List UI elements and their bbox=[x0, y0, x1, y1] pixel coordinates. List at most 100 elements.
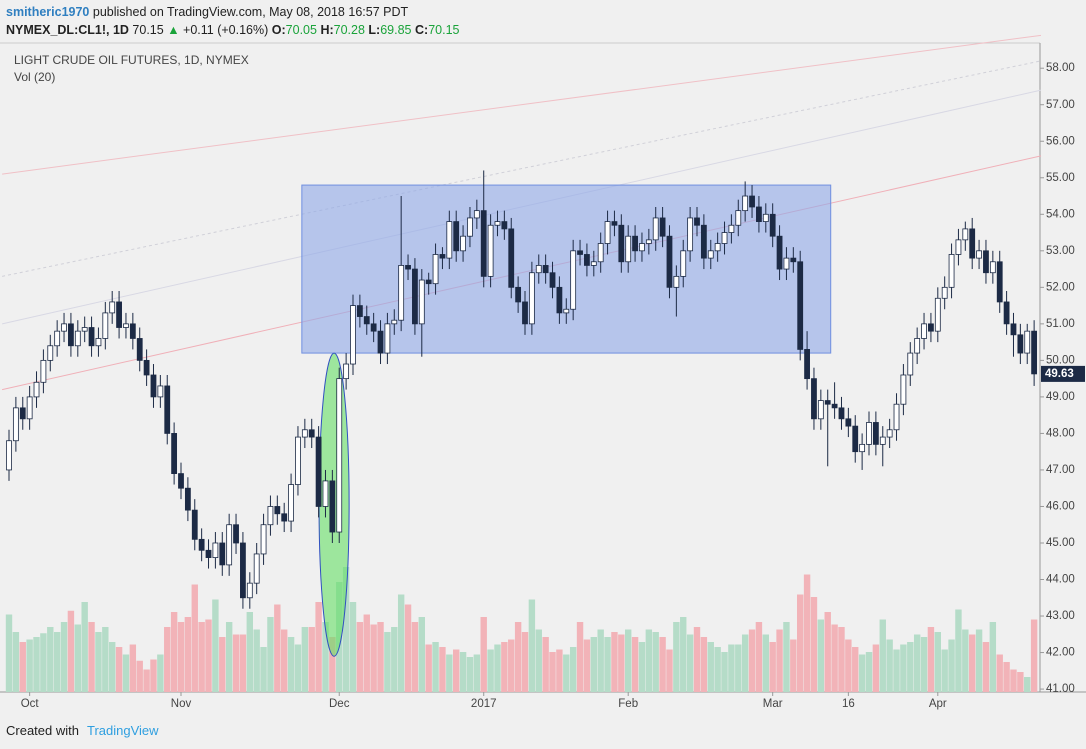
candle-body bbox=[804, 349, 810, 380]
candle-body bbox=[886, 429, 893, 438]
published: published on TradingView.com, May 08, 20… bbox=[92, 5, 409, 19]
candle-body bbox=[336, 378, 343, 533]
candle-body bbox=[356, 305, 363, 317]
volume-bar bbox=[81, 602, 88, 692]
candle-body bbox=[687, 217, 694, 252]
candle-body bbox=[398, 265, 405, 321]
candle-body bbox=[391, 319, 398, 325]
candle-body bbox=[6, 440, 12, 471]
candle-body bbox=[446, 221, 453, 259]
candle-body bbox=[728, 224, 735, 233]
volume-bar bbox=[948, 639, 955, 692]
candle-body bbox=[584, 254, 590, 266]
candle-body bbox=[556, 286, 563, 314]
volume-bar bbox=[33, 637, 40, 692]
volume-bar bbox=[281, 629, 288, 692]
volume-bar bbox=[879, 619, 886, 692]
candle-body bbox=[308, 429, 315, 438]
volume-bar bbox=[157, 654, 164, 692]
candle-body bbox=[295, 436, 301, 485]
y-tick-label: 44.00 bbox=[1046, 574, 1075, 586]
candle-body bbox=[494, 221, 501, 226]
candle-body bbox=[597, 243, 604, 263]
candle-body bbox=[790, 257, 797, 263]
candle-body bbox=[246, 582, 253, 599]
volume-bar bbox=[1017, 672, 1024, 692]
volume-bar bbox=[411, 622, 419, 692]
volume-bar bbox=[5, 614, 13, 692]
last-price-box bbox=[1041, 365, 1085, 382]
candle-body bbox=[19, 407, 26, 420]
candle-body bbox=[632, 235, 638, 252]
candle-body bbox=[184, 487, 191, 511]
candle-body bbox=[198, 538, 205, 551]
candle-body bbox=[129, 323, 136, 339]
candle-body bbox=[473, 210, 480, 219]
candle-body bbox=[921, 323, 927, 339]
candle-body bbox=[797, 261, 804, 350]
candle-body bbox=[522, 301, 528, 325]
y-tick-label: 47.00 bbox=[1046, 464, 1075, 476]
candle-body bbox=[363, 316, 370, 325]
volume-bar bbox=[721, 652, 728, 692]
brand[interactable]: TradingView bbox=[86, 723, 159, 738]
volume-bar bbox=[329, 637, 336, 692]
candle-body bbox=[893, 403, 900, 431]
candle-body bbox=[934, 297, 941, 332]
candle-body bbox=[879, 436, 886, 445]
chart-title: LIGHT CRUDE OIL FUTURES, 1D, NYMEX bbox=[14, 53, 249, 67]
volume-bar bbox=[205, 619, 212, 692]
candle-body bbox=[652, 217, 659, 241]
candle-body bbox=[253, 553, 260, 584]
volume-bar bbox=[384, 632, 391, 692]
candle-body bbox=[694, 217, 700, 226]
candle-body bbox=[329, 480, 336, 533]
last-price-label: 49.63 bbox=[1045, 368, 1074, 380]
volume-bar bbox=[453, 649, 460, 692]
volume-bar bbox=[673, 622, 680, 692]
volume-bar bbox=[150, 659, 157, 692]
candle-body bbox=[611, 221, 618, 226]
candle-body bbox=[412, 268, 418, 325]
volume-bar bbox=[308, 627, 315, 692]
candle-body bbox=[563, 308, 570, 314]
candle-body bbox=[666, 235, 673, 288]
candle-body bbox=[26, 396, 33, 420]
candle-body bbox=[577, 250, 583, 255]
candle-body bbox=[1017, 334, 1024, 354]
volume-bar bbox=[680, 617, 687, 692]
volume-bar bbox=[40, 633, 47, 692]
volume-bar bbox=[246, 612, 253, 692]
candle-body bbox=[852, 425, 859, 453]
user[interactable]: smitheric1970 bbox=[6, 5, 90, 19]
y-tick-label: 50.00 bbox=[1046, 354, 1075, 366]
y-tick-label: 45.00 bbox=[1046, 537, 1075, 549]
volume-bar bbox=[446, 654, 453, 692]
volume-bar bbox=[583, 639, 591, 692]
candle-body bbox=[769, 213, 776, 237]
candle-body bbox=[962, 228, 969, 241]
volume-bar bbox=[95, 632, 102, 692]
candle-body bbox=[659, 217, 666, 237]
volume-bar bbox=[865, 652, 873, 692]
volume-bar bbox=[397, 594, 405, 692]
volume-bar bbox=[693, 627, 701, 692]
volume-bar bbox=[900, 644, 907, 692]
candle-body bbox=[831, 403, 838, 409]
header: smitheric1970 published on TradingView.c… bbox=[6, 3, 459, 39]
volume-bar bbox=[129, 644, 137, 692]
volume-bar bbox=[748, 629, 756, 692]
x-tick-label: 16 bbox=[842, 698, 855, 710]
candle-body bbox=[240, 542, 246, 599]
x-tick-label: Apr bbox=[929, 698, 947, 710]
y-tick-label: 53.00 bbox=[1046, 245, 1075, 257]
volume-bar bbox=[60, 622, 68, 692]
candle-body bbox=[900, 374, 907, 405]
volume-bar bbox=[975, 629, 983, 692]
candle-body bbox=[515, 286, 522, 303]
candle-body bbox=[639, 243, 645, 252]
volume-bar bbox=[514, 622, 522, 692]
volume-bar bbox=[824, 612, 831, 692]
candle-body bbox=[260, 524, 267, 555]
